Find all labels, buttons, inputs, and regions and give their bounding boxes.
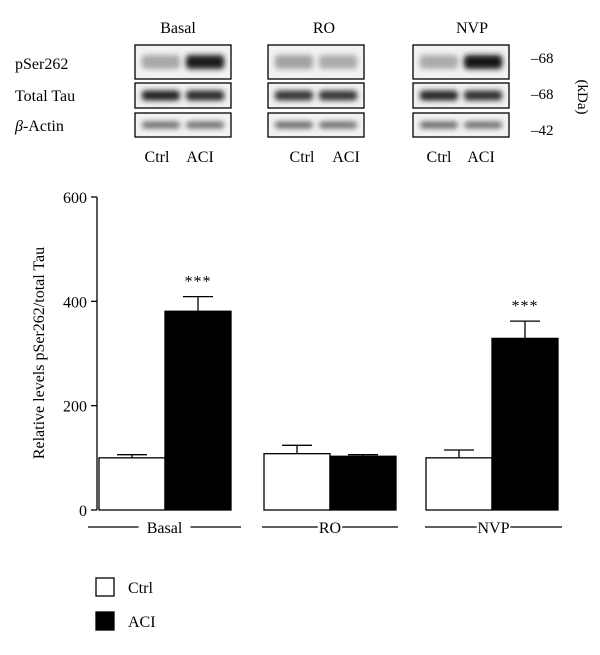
kda-marker-pser262: –68	[530, 51, 554, 67]
band-aci	[463, 90, 503, 101]
y-tick-label: 600	[63, 190, 87, 207]
legend-swatch-ctrl	[95, 577, 115, 597]
bar-rect	[491, 337, 559, 511]
x-category-label-basal: Basal	[147, 520, 183, 537]
x-axis: Basal RO NVP	[88, 520, 562, 537]
bar-rect	[425, 457, 493, 511]
kda-unit: (kDa)	[574, 80, 590, 115]
band-ctrl	[419, 90, 459, 101]
band-ctrl	[141, 121, 181, 129]
lane-label-basal-aci: ACI	[186, 149, 214, 166]
band-ctrl	[419, 55, 459, 69]
blot-box-basal-actin	[134, 112, 232, 138]
row-label-actin: β-Actin	[14, 118, 64, 135]
x-category-label-ro: RO	[319, 520, 341, 537]
blot-box-nvp-total-tau	[412, 82, 510, 109]
blot-box-ro-pser262	[267, 44, 365, 80]
bar-basal-ctrl	[98, 454, 166, 511]
band-aci	[185, 121, 225, 129]
band-ctrl	[274, 90, 314, 101]
beta-symbol: β	[14, 118, 23, 135]
bars: *** ***	[98, 274, 559, 511]
blot-title-basal: Basal	[160, 20, 196, 37]
y-axis: 0 200 400 600	[63, 190, 98, 520]
bar-ro-aci	[329, 454, 397, 511]
band-ctrl	[274, 55, 314, 69]
blot-box-ro-total-tau	[267, 82, 365, 109]
band-aci	[463, 121, 503, 129]
significance-basal: ***	[185, 274, 212, 291]
y-tick-label: 200	[63, 399, 87, 416]
lane-label-ro-aci: ACI	[332, 149, 360, 166]
bar-rect	[329, 455, 397, 511]
bar-basal-aci	[164, 295, 232, 511]
legend-label-aci: ACI	[128, 614, 156, 631]
bar-ro-ctrl	[263, 444, 331, 511]
band-aci	[185, 90, 225, 101]
lane-label-basal-ctrl: Ctrl	[145, 149, 170, 166]
blot-title-nvp: NVP	[456, 20, 488, 37]
western-blot: Basal RO NVP pSer262 Total Tau β-Actin –…	[14, 20, 590, 166]
band-aci	[463, 55, 503, 69]
row-label-pser262: pSer262	[15, 56, 68, 73]
legend-swatch-aci	[95, 611, 115, 631]
lane-label-nvp-aci: ACI	[467, 149, 495, 166]
band-ctrl	[274, 121, 314, 129]
blot-box-basal-pser262	[134, 44, 232, 80]
bar-rect	[164, 310, 232, 511]
band-ctrl	[419, 121, 459, 129]
bar-nvp-ctrl	[425, 449, 493, 511]
band-aci	[318, 55, 358, 69]
band-aci	[318, 121, 358, 129]
blot-box-nvp-actin	[412, 112, 510, 138]
kda-marker-total-tau: –68	[530, 87, 554, 103]
row-label-total-tau: Total Tau	[15, 88, 75, 105]
y-tick-label: 400	[63, 294, 87, 311]
blot-box-basal-total-tau	[134, 82, 232, 109]
blot-box-nvp-pser262	[412, 44, 510, 80]
lane-label-nvp-ctrl: Ctrl	[427, 149, 452, 166]
y-tick-label: 0	[79, 503, 87, 520]
significance-nvp: ***	[512, 298, 539, 315]
y-axis-label: Relative levels pSer262/total Tau	[31, 247, 48, 459]
bar-chart: Relative levels pSer262/total Tau 0 200 40…	[31, 190, 562, 537]
bar-rect	[263, 453, 331, 511]
blot-title-ro: RO	[313, 20, 335, 37]
actin-text: -Actin	[23, 118, 64, 135]
band-aci	[185, 55, 225, 69]
x-category-label-nvp: NVP	[477, 520, 509, 537]
band-ctrl	[141, 55, 181, 69]
legend-label-ctrl: Ctrl	[128, 580, 153, 597]
band-ctrl	[141, 90, 181, 101]
bar-rect	[98, 457, 166, 511]
band-aci	[318, 90, 358, 101]
blot-panels	[134, 44, 510, 138]
blot-box-ro-actin	[267, 112, 365, 138]
legend: Ctrl ACI	[95, 577, 156, 631]
lane-label-ro-ctrl: Ctrl	[290, 149, 315, 166]
bar-nvp-aci	[491, 320, 559, 511]
kda-marker-actin: –42	[530, 123, 554, 139]
